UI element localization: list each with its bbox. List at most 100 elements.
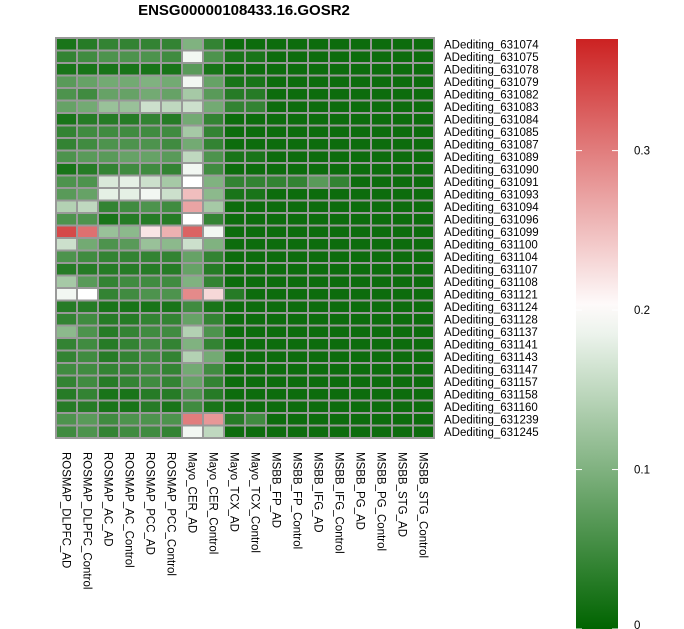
heatmap-cell [183, 89, 202, 100]
heatmap-cell [309, 401, 328, 412]
heatmap-cell [78, 276, 97, 287]
heatmap-cell [204, 376, 223, 387]
column-label: MSBB_STG_AD [396, 452, 408, 537]
heatmap-cell [183, 126, 202, 137]
heatmap-cell [393, 164, 412, 175]
legend-color-bar [576, 39, 618, 629]
heatmap-cell [78, 364, 97, 375]
heatmap-cell [246, 289, 265, 300]
heatmap-cell [162, 51, 181, 62]
heatmap-cell [246, 314, 265, 325]
heatmap-cell [99, 376, 118, 387]
heatmap-cell [162, 239, 181, 250]
heatmap-cell [246, 76, 265, 87]
heatmap-cell [225, 176, 244, 187]
heatmap-cell [120, 64, 139, 75]
heatmap-cell [204, 426, 223, 437]
heatmap-cell [120, 164, 139, 175]
heatmap-cell [99, 351, 118, 362]
heatmap-cell [225, 226, 244, 237]
heatmap-cell [414, 339, 433, 350]
heatmap-cell [204, 289, 223, 300]
heatmap-cell [204, 389, 223, 400]
heatmap-cell [120, 239, 139, 250]
heatmap-cell [162, 201, 181, 212]
heatmap-cell [267, 51, 286, 62]
heatmap-cell [414, 214, 433, 225]
heatmap-cell [78, 64, 97, 75]
heatmap-cell [351, 176, 370, 187]
heatmap-cell [78, 176, 97, 187]
heatmap-cell [225, 376, 244, 387]
heatmap-cell [183, 301, 202, 312]
heatmap-cell [330, 401, 349, 412]
heatmap-cell [120, 151, 139, 162]
heatmap-cell [57, 126, 76, 137]
heatmap-cell [267, 76, 286, 87]
heatmap-cell [372, 401, 391, 412]
heatmap-cell [99, 64, 118, 75]
heatmap-cell [225, 364, 244, 375]
heatmap-cell [309, 264, 328, 275]
heatmap-cell [372, 426, 391, 437]
heatmap-cell [162, 276, 181, 287]
heatmap-cell [246, 64, 265, 75]
heatmap-cell [99, 364, 118, 375]
heatmap-cell [309, 276, 328, 287]
heatmap-cell [183, 364, 202, 375]
heatmap-cell [183, 189, 202, 200]
heatmap-cell [183, 64, 202, 75]
heatmap-cell [414, 276, 433, 287]
heatmap-cell [372, 76, 391, 87]
heatmap-cell [309, 176, 328, 187]
heatmap-cell [57, 276, 76, 287]
row-label: ADediting_631239 [444, 414, 539, 426]
heatmap-cell [141, 214, 160, 225]
heatmap-cell [99, 139, 118, 150]
heatmap-cell [414, 176, 433, 187]
heatmap-cell [183, 401, 202, 412]
heatmap-cell [204, 351, 223, 362]
heatmap-cell [183, 264, 202, 275]
heatmap-cell [204, 339, 223, 350]
heatmap-cell [414, 251, 433, 262]
heatmap-cell [267, 414, 286, 425]
heatmap-cell [288, 314, 307, 325]
heatmap-cell [330, 164, 349, 175]
heatmap-cell [309, 251, 328, 262]
heatmap-cell [162, 151, 181, 162]
row-label: ADediting_631143 [444, 352, 538, 364]
heatmap-cell [246, 101, 265, 112]
heatmap-cell [288, 239, 307, 250]
heatmap-cell [99, 151, 118, 162]
heatmap-cell [225, 401, 244, 412]
heatmap-cell [225, 139, 244, 150]
heatmap-cell [372, 101, 391, 112]
heatmap-cell [267, 89, 286, 100]
heatmap-cell [309, 389, 328, 400]
heatmap-cell [204, 189, 223, 200]
column-label: ROSMAP_PCC_AD [144, 452, 156, 555]
heatmap-cell [183, 214, 202, 225]
heatmap-cell [330, 301, 349, 312]
heatmap-cell [78, 289, 97, 300]
heatmap-cell [99, 264, 118, 275]
heatmap-cell [120, 39, 139, 50]
heatmap-cell [351, 39, 370, 50]
heatmap-cell [267, 164, 286, 175]
heatmap-cell [162, 176, 181, 187]
heatmap-cell [162, 351, 181, 362]
heatmap-cell [162, 164, 181, 175]
heatmap-cell [351, 401, 370, 412]
heatmap-cell [372, 139, 391, 150]
heatmap-cell [393, 226, 412, 237]
heatmap-cell [351, 76, 370, 87]
heatmap-cell [141, 314, 160, 325]
heatmap-cell [99, 114, 118, 125]
heatmap-cell [162, 101, 181, 112]
heatmap-cell [183, 414, 202, 425]
heatmap-cell [267, 376, 286, 387]
heatmap-cell [162, 126, 181, 137]
heatmap-cell [99, 339, 118, 350]
heatmap-cell [183, 151, 202, 162]
